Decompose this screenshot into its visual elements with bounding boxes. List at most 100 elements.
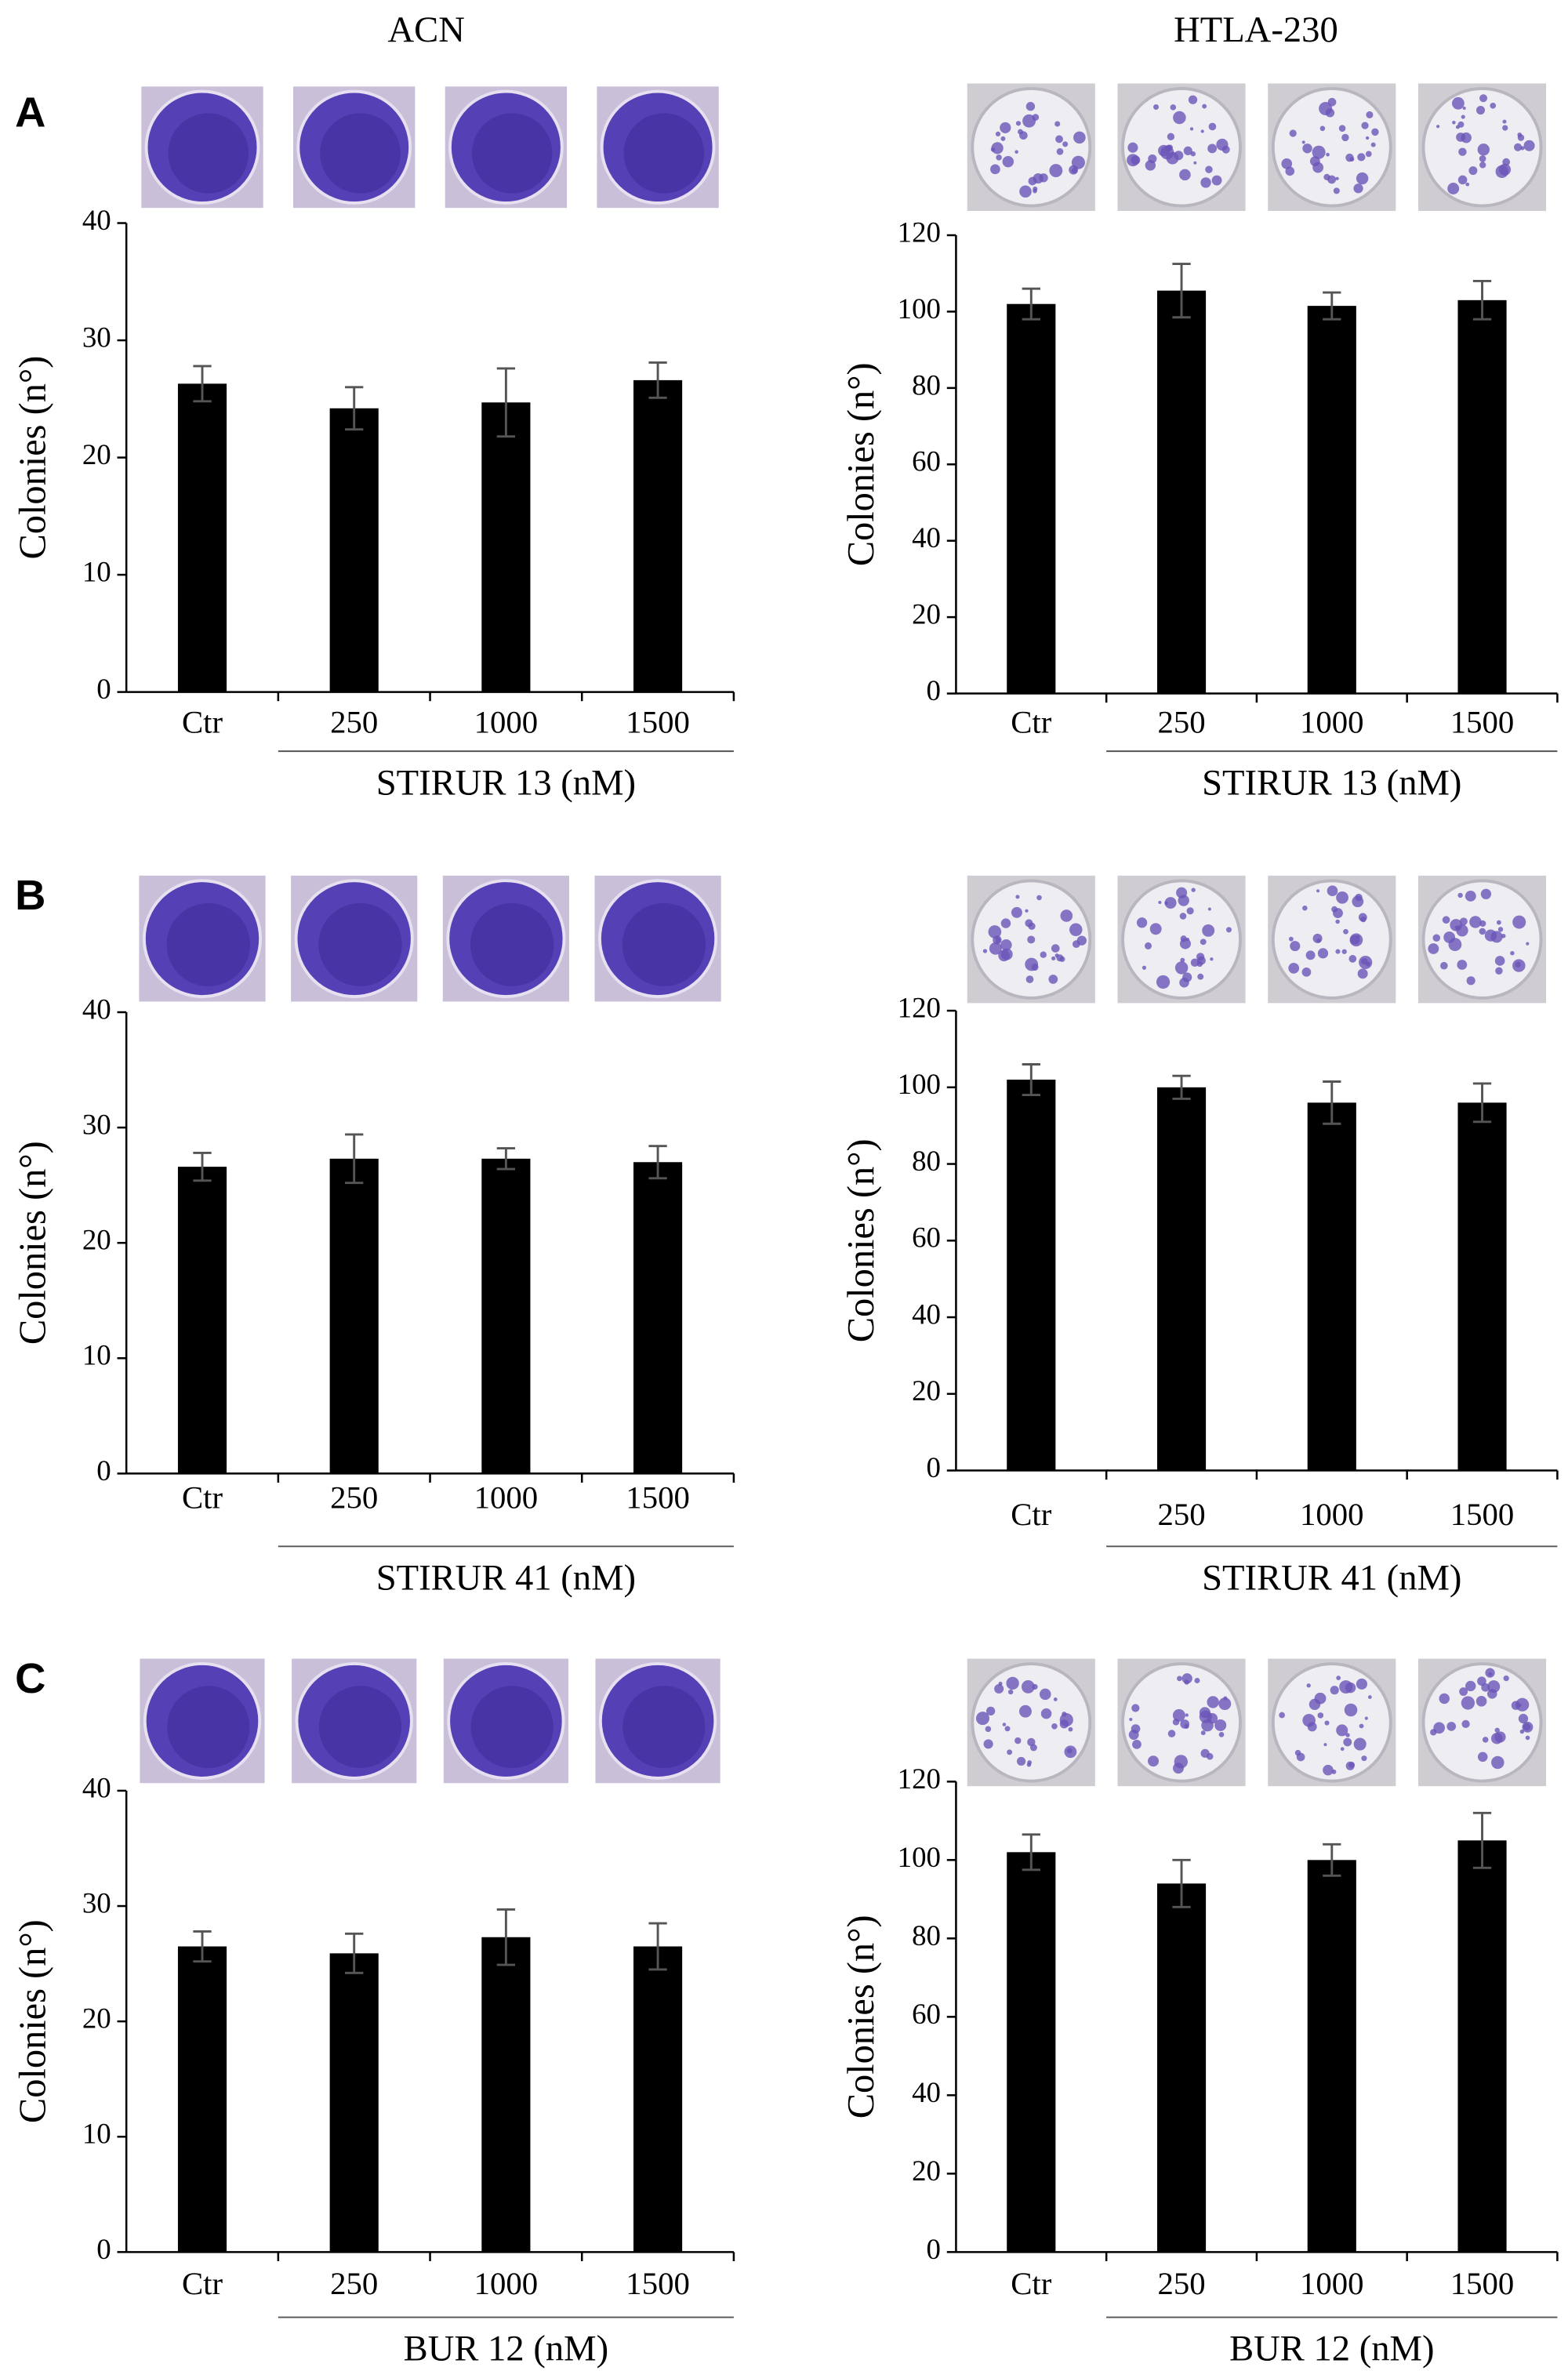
colony	[1016, 1756, 1026, 1766]
bar	[1156, 1087, 1207, 1471]
x-tick-label: 1000	[1300, 1497, 1364, 1532]
y-tick-label: 40	[912, 1298, 941, 1331]
colony	[1185, 1713, 1189, 1717]
colony	[1014, 1737, 1022, 1744]
colony	[1007, 1689, 1014, 1695]
colony	[991, 142, 1004, 154]
colony	[1515, 1697, 1530, 1712]
colony	[1348, 955, 1357, 963]
colony	[1007, 1749, 1013, 1755]
colony	[1461, 1719, 1470, 1729]
colony	[1461, 114, 1465, 119]
x-tick-label: 1500	[626, 705, 690, 740]
colony	[1000, 136, 1006, 141]
colony	[1173, 1763, 1184, 1774]
colony	[1370, 142, 1376, 147]
colony	[1468, 166, 1478, 176]
colony	[1071, 155, 1085, 169]
colony	[1167, 133, 1175, 140]
colony	[1477, 143, 1490, 156]
colony	[1218, 1732, 1225, 1737]
x-tick-label: Ctr	[182, 1480, 223, 1516]
colony	[1523, 140, 1535, 151]
colony	[1216, 138, 1229, 151]
panel-label: B	[15, 871, 45, 919]
colony	[1525, 1735, 1530, 1741]
colony	[1194, 1677, 1200, 1683]
x-tick-label: 1000	[474, 1480, 539, 1516]
colony	[1179, 169, 1191, 181]
colony	[1015, 121, 1022, 126]
bar	[177, 1946, 227, 2253]
y-tick-label: 120	[898, 216, 941, 249]
colony	[1359, 955, 1373, 970]
colony	[1172, 1708, 1185, 1722]
colony	[1207, 1712, 1218, 1724]
colony	[1491, 1755, 1504, 1770]
colony	[1520, 146, 1525, 151]
bar	[1307, 1860, 1356, 2253]
x-tick-label: 250	[1157, 2266, 1205, 2301]
x-tick-label: 250	[330, 1480, 378, 1516]
colony	[1349, 157, 1355, 162]
dish	[1421, 1662, 1543, 1783]
colony	[1335, 949, 1341, 954]
colony	[1207, 143, 1218, 154]
colony	[1189, 127, 1194, 131]
colony	[1136, 917, 1148, 928]
colony	[1281, 158, 1293, 169]
colony	[1503, 1675, 1509, 1682]
x-tick-label: 1000	[474, 2266, 539, 2301]
y-tick-label: 30	[82, 321, 111, 354]
colony	[1477, 1676, 1486, 1686]
colony	[1190, 958, 1200, 967]
colony	[1177, 1675, 1182, 1682]
x-tick-label: Ctr	[182, 2266, 223, 2301]
colony	[1480, 888, 1492, 899]
y-axis-label: Colonies (n°)	[13, 356, 54, 560]
y-tick-label: 120	[898, 1763, 941, 1795]
colony	[1459, 1687, 1468, 1696]
colony	[1484, 929, 1497, 942]
colony	[982, 949, 988, 953]
colony	[1149, 923, 1162, 935]
y-tick-label: 20	[82, 438, 111, 470]
colony	[1069, 923, 1083, 937]
y-tick-label: 100	[898, 292, 941, 325]
colony	[1312, 145, 1326, 159]
x-tick-label: 1500	[1450, 705, 1515, 740]
y-tick-label: 0	[96, 1454, 111, 1487]
x-tick-label: 1500	[1450, 1497, 1515, 1532]
colony	[1365, 961, 1370, 967]
colony	[995, 131, 1001, 137]
colony	[1475, 106, 1486, 115]
bar	[1457, 1840, 1507, 2253]
colony	[1324, 1720, 1330, 1726]
colony	[1465, 890, 1476, 902]
x-tick-label: Ctr	[1011, 1497, 1052, 1532]
colony	[1028, 922, 1036, 930]
colony	[1490, 102, 1497, 109]
colony	[1461, 1696, 1475, 1710]
y-tick-label: 100	[898, 1841, 941, 1873]
y-tick-label: 100	[898, 1068, 941, 1100]
y-tick-label: 80	[912, 1919, 941, 1951]
panel-label: C	[15, 1654, 45, 1702]
colony	[1164, 897, 1177, 909]
colony	[1479, 920, 1486, 928]
colony	[1447, 183, 1460, 194]
y-tick-label: 20	[912, 1374, 941, 1407]
colony	[1336, 1724, 1348, 1737]
group-label: BUR 12 (nM)	[1229, 2329, 1434, 2369]
colony	[1302, 905, 1308, 911]
colony	[1336, 891, 1348, 904]
colony	[1033, 172, 1044, 184]
y-tick-label: 40	[82, 993, 111, 1026]
colony	[1036, 895, 1042, 901]
colony	[1225, 927, 1232, 933]
colony	[1200, 177, 1211, 188]
colony	[1356, 172, 1369, 185]
y-tick-label: 120	[898, 992, 941, 1024]
colony	[1479, 94, 1488, 103]
